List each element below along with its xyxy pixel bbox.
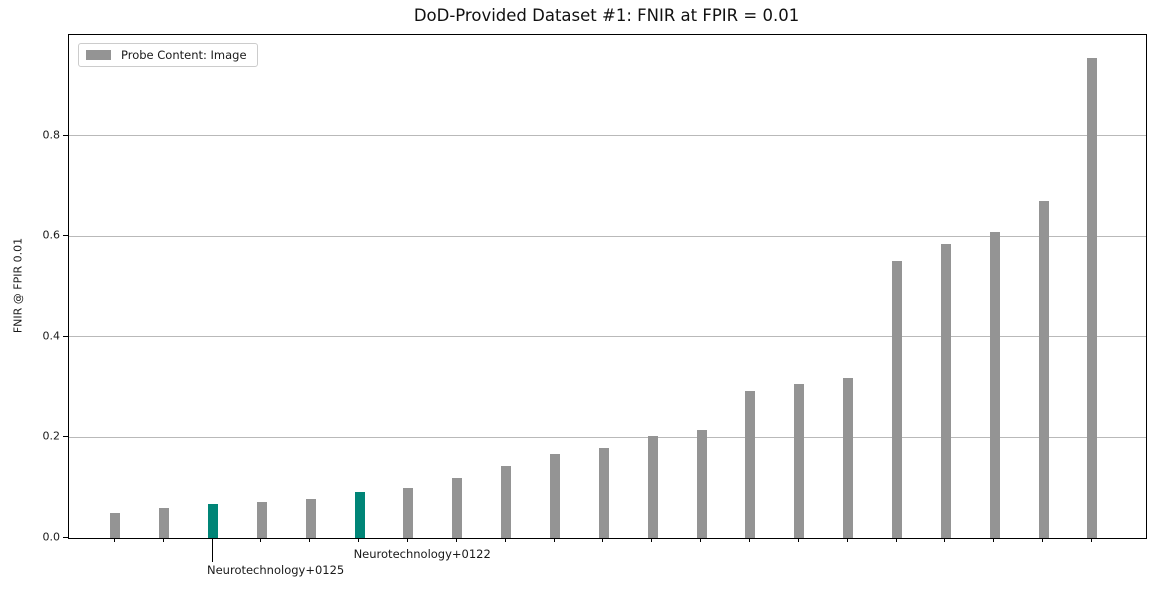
legend-label: Probe Content: Image [121, 48, 247, 62]
x-tick-mark [358, 538, 360, 542]
annotation-label: Neurotechnology+0125 [207, 563, 345, 577]
x-tick-mark [700, 538, 702, 542]
y-tick-label: 0.6 [42, 228, 61, 242]
x-tick-mark [797, 538, 799, 542]
gridline [69, 135, 1146, 137]
gridline [69, 436, 1146, 438]
x-tick-mark [113, 538, 115, 542]
bar [452, 477, 463, 538]
bar [843, 378, 854, 538]
x-tick-mark [993, 538, 995, 542]
plot-area: Probe Content: Image [68, 34, 1147, 539]
x-tick-mark [504, 538, 506, 542]
legend: Probe Content: Image [78, 43, 258, 67]
x-tick-mark [553, 538, 555, 542]
bar [745, 390, 756, 538]
bar [892, 260, 902, 538]
gridline [69, 336, 1146, 338]
annotation-leader-line [211, 539, 213, 562]
y-tick-mark [63, 235, 68, 237]
bar [550, 454, 560, 538]
bar-highlighted [354, 491, 365, 538]
x-tick-mark [1042, 538, 1044, 542]
y-tick-mark [63, 436, 68, 438]
bar [159, 508, 170, 538]
bar [696, 429, 707, 538]
y-tick-label: 0.4 [42, 329, 61, 343]
x-tick-mark [944, 538, 946, 542]
bar [305, 499, 316, 538]
x-tick-mark [895, 538, 897, 542]
y-tick-mark [63, 335, 68, 337]
x-tick-mark [1090, 538, 1092, 542]
x-tick-mark [846, 538, 848, 542]
y-tick-mark [63, 537, 68, 538]
annotation-label: Neurotechnology+0122 [353, 547, 491, 561]
legend-swatch-icon [86, 50, 111, 60]
bar [1087, 57, 1098, 538]
x-tick-mark [162, 538, 164, 542]
x-tick-mark [602, 538, 604, 542]
bar [647, 435, 658, 538]
y-tick-label: 0.8 [42, 128, 61, 142]
bar [598, 447, 609, 538]
gridline [69, 235, 1146, 237]
x-tick-mark [651, 538, 653, 542]
bar-highlighted [208, 504, 218, 538]
y-tick-label: 0.2 [42, 429, 61, 443]
x-tick-mark [260, 538, 262, 542]
bar [256, 501, 267, 538]
bar [501, 465, 512, 538]
bar [110, 512, 121, 538]
y-tick-mark [63, 134, 68, 136]
chart-title: DoD-Provided Dataset #1: FNIR at FPIR = … [413, 6, 800, 25]
x-tick-mark [406, 538, 408, 542]
bar [1038, 201, 1049, 538]
bar [403, 488, 414, 538]
x-tick-mark [748, 538, 750, 542]
bar [794, 383, 805, 538]
bar [940, 243, 951, 538]
x-tick-mark [309, 538, 311, 542]
x-tick-mark [455, 538, 457, 542]
bar [989, 232, 1000, 538]
y-tick-label: 0.0 [42, 530, 61, 544]
